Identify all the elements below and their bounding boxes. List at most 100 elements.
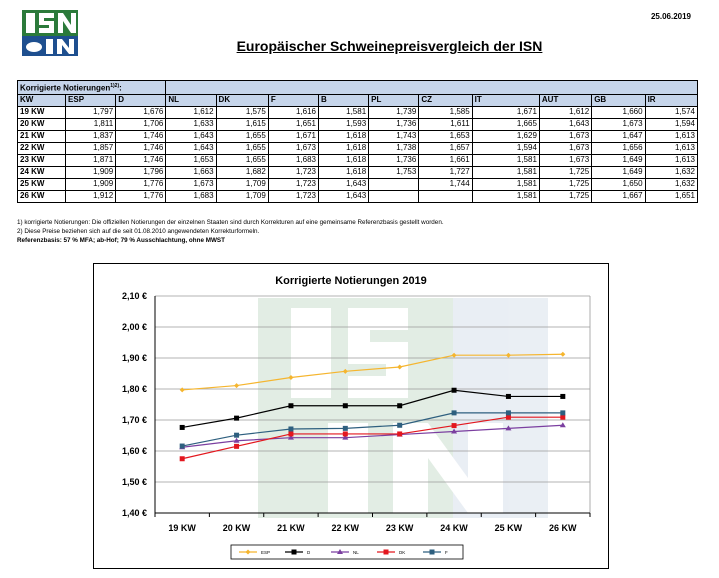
data-point xyxy=(288,403,294,409)
table-cell: 1,653 xyxy=(165,153,217,167)
table-cell: 1,651 xyxy=(644,189,699,203)
table-cell: 1,673 xyxy=(538,153,593,167)
table-cell: 1,575 xyxy=(215,105,269,119)
x-tick-label: 26 KW xyxy=(549,523,577,533)
column-header-b: B xyxy=(317,93,370,107)
table-cell: 1,683 xyxy=(165,189,217,203)
table-cell: 1,665 xyxy=(471,117,540,131)
y-tick-label: 1,40 € xyxy=(122,508,147,518)
table-row: 23 KW 1,871 1,746 1,653 1,655 1,683 1,618 1,736… xyxy=(16,153,699,167)
table-cell: 1,753 xyxy=(368,165,420,179)
chart-series xyxy=(179,351,566,462)
table-cell: 1,723 xyxy=(267,177,320,191)
table-cell: 1,643 xyxy=(165,129,217,143)
table-cell: 1,618 xyxy=(317,153,370,167)
y-tick-label: 1,50 € xyxy=(122,477,147,487)
legend-marker xyxy=(383,549,389,555)
page-title: Europäischer Schweinepreisvergleich der … xyxy=(236,38,543,54)
table-cell: 1,611 xyxy=(418,117,473,131)
table-cell: 1,667 xyxy=(591,189,646,203)
data-point xyxy=(397,422,403,428)
legend-marker xyxy=(291,549,297,555)
chart-title: Korrigierte Notierungen 2019 xyxy=(275,275,427,287)
table-cell: 1,647 xyxy=(591,129,646,143)
x-tick-label: 21 KW xyxy=(277,523,305,533)
data-point xyxy=(287,434,294,440)
footnote-2: 2) Diese Preise beziehen sich auf die se… xyxy=(17,228,260,235)
table-cell: 1,613 xyxy=(644,129,699,143)
table-cell: 1,653 xyxy=(418,129,473,143)
data-point xyxy=(397,431,403,437)
row-week: 22 KW xyxy=(16,141,67,155)
price-table: Korrigierte Notierungen1)2): KW ESP D NL DK F… xyxy=(16,80,699,203)
column-header-cz: CZ xyxy=(418,93,473,107)
table-cell: 1,581 xyxy=(471,153,540,167)
table-cell: 1,581 xyxy=(471,165,540,179)
table-cell: 1,657 xyxy=(418,141,473,155)
table-cell: 1,725 xyxy=(538,189,593,203)
data-point xyxy=(288,375,294,381)
data-point xyxy=(234,415,240,421)
table-cell: 1,574 xyxy=(644,105,699,119)
data-point xyxy=(342,431,348,437)
x-tick-label: 25 KW xyxy=(495,523,523,533)
data-point xyxy=(234,432,240,438)
table-cell: 1,585 xyxy=(418,105,473,119)
data-point xyxy=(397,364,403,370)
footnotes: 1) korrigierte Notierungen: Die offiziel… xyxy=(17,218,444,245)
x-tick-label: 19 KW xyxy=(168,523,196,533)
data-point xyxy=(342,368,348,374)
table-cell: 1,706 xyxy=(115,117,167,131)
series-esp xyxy=(179,351,566,393)
legend-label: D xyxy=(307,550,311,555)
table-cell: 1,739 xyxy=(368,105,420,119)
x-tick-label: 22 KW xyxy=(332,523,360,533)
table-cell: 1,615 xyxy=(215,117,269,131)
data-point xyxy=(342,434,349,440)
table-cell: 1,797 xyxy=(65,105,117,119)
table-cell: 1,651 xyxy=(267,117,320,131)
table-cell: 1,683 xyxy=(267,153,320,167)
row-week: 19 KW xyxy=(16,105,67,119)
legend-item-dk: DK xyxy=(377,549,405,555)
column-header-esp: ESP xyxy=(65,93,117,107)
series-line-esp xyxy=(182,353,563,391)
column-header-d: D xyxy=(115,93,167,107)
table-caption: Korrigierte Notierungen1)2): xyxy=(16,80,167,95)
series-dk xyxy=(179,414,566,462)
data-point xyxy=(179,456,185,462)
table-row: 25 KW 1,909 1,776 1,673 1,709 1,723 1,643 1,744… xyxy=(16,177,699,191)
data-point xyxy=(505,425,512,431)
table-cell: 1,725 xyxy=(538,165,593,179)
table-cell: 1,581 xyxy=(317,105,370,119)
table-cell: 1,857 xyxy=(65,141,117,155)
report-date: 25.06.2019 xyxy=(650,12,691,21)
row-week: 26 KW xyxy=(16,189,67,203)
y-tick-label: 1,60 € xyxy=(122,446,147,456)
data-point xyxy=(505,352,511,358)
column-header-kw: KW xyxy=(16,93,67,107)
data-point xyxy=(505,414,511,420)
table-cell: 1,723 xyxy=(267,189,320,203)
y-tick-label: 2,00 € xyxy=(122,322,147,332)
table-cell: 1,661 xyxy=(418,153,473,167)
table-cell: 1,643 xyxy=(317,177,370,191)
table-cell xyxy=(368,189,420,203)
table-cell: 1,660 xyxy=(591,105,646,119)
legend-label: DK xyxy=(399,550,405,555)
table-cell: 1,736 xyxy=(368,117,420,131)
data-point xyxy=(451,428,458,434)
table-cell: 1,613 xyxy=(644,141,699,155)
reference-basis: Referenzbasis: 57 % MFA; ab-Hof; 79 % Au… xyxy=(17,237,225,244)
data-point xyxy=(342,403,348,409)
data-point xyxy=(560,351,566,357)
table-caption-row: Korrigierte Notierungen1)2): xyxy=(16,80,698,95)
series-line-f xyxy=(182,412,563,447)
table-cell: 1,673 xyxy=(591,117,646,131)
table-cell: 1,650 xyxy=(591,177,646,191)
data-point xyxy=(560,393,566,399)
isn-logo xyxy=(22,10,78,56)
table-cell: 1,643 xyxy=(317,189,370,203)
row-week: 25 KW xyxy=(16,177,67,191)
table-cell: 1,618 xyxy=(317,129,370,143)
